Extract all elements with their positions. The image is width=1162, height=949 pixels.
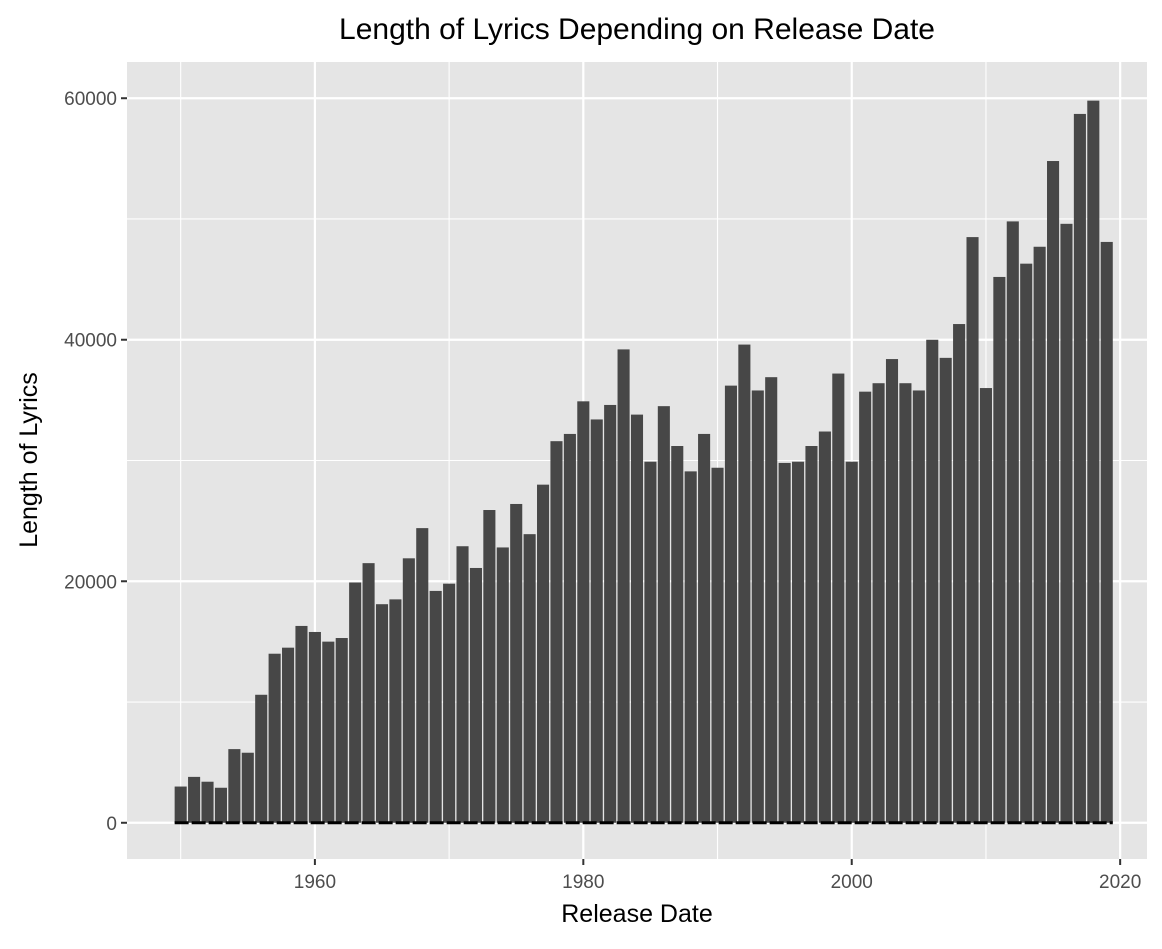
bar <box>523 534 536 823</box>
bar <box>845 461 858 823</box>
bar <box>926 339 939 823</box>
y-tick-label: 0 <box>106 814 117 835</box>
bar <box>241 752 254 823</box>
x-axis-title: Release Date <box>561 900 712 928</box>
bar <box>657 406 670 823</box>
bar <box>537 484 550 823</box>
x-tick-label: 2020 <box>1099 872 1141 893</box>
bar <box>255 694 268 823</box>
bar <box>993 276 1006 823</box>
bars <box>174 100 1113 823</box>
bar <box>1073 113 1086 823</box>
bar <box>751 390 764 823</box>
bar <box>939 357 952 823</box>
bar <box>402 558 415 823</box>
bar <box>375 604 389 823</box>
y-axis: 0 20000 40000 60000 <box>64 89 127 835</box>
bar <box>483 510 496 823</box>
bar <box>724 385 737 823</box>
bar <box>644 461 657 823</box>
bar <box>188 776 201 823</box>
chart-title: Length of Lyrics Depending on Release Da… <box>339 13 935 46</box>
bar <box>416 528 429 823</box>
bar <box>885 359 899 823</box>
bar <box>711 467 724 823</box>
bar <box>979 388 992 823</box>
y-tick-label: 40000 <box>64 331 117 352</box>
bar <box>389 599 402 823</box>
bar <box>214 787 227 823</box>
bar <box>966 237 979 823</box>
bar <box>577 401 590 823</box>
bar <box>550 441 563 823</box>
bar <box>832 373 845 823</box>
bar <box>443 583 456 823</box>
bar <box>1100 241 1113 823</box>
bar <box>604 404 617 823</box>
bar <box>456 546 469 823</box>
bar <box>1033 246 1046 823</box>
bar <box>859 391 872 823</box>
bar <box>630 414 644 823</box>
bar <box>912 390 925 823</box>
bar <box>295 625 308 823</box>
bar <box>228 749 241 823</box>
bar <box>590 419 603 823</box>
bar <box>268 653 281 823</box>
bar <box>1047 161 1060 823</box>
bar <box>362 563 375 823</box>
bar <box>1006 221 1019 823</box>
bar <box>335 638 348 823</box>
bar <box>1020 263 1033 823</box>
bar <box>899 383 912 823</box>
bar <box>953 324 966 823</box>
bar <box>282 647 295 823</box>
bar <box>698 433 711 823</box>
bar <box>617 349 630 823</box>
bar <box>671 446 684 823</box>
bar <box>765 377 778 823</box>
bar <box>308 631 321 823</box>
bar <box>429 590 442 823</box>
bar <box>510 503 523 823</box>
bar <box>738 344 751 823</box>
bar <box>778 462 791 823</box>
bar <box>469 567 482 823</box>
x-tick-label: 1960 <box>294 872 336 893</box>
x-tick-label: 2000 <box>831 872 873 893</box>
x-tick-label: 1980 <box>562 872 604 893</box>
bar <box>792 461 805 823</box>
bar <box>872 383 885 823</box>
x-axis: 1960 1980 2000 2020 <box>294 859 1141 893</box>
bar <box>818 431 831 823</box>
bar <box>349 582 362 823</box>
y-tick-label: 20000 <box>64 572 117 593</box>
bar <box>684 471 697 823</box>
y-axis-title: Length of Lyrics <box>15 372 43 548</box>
bar <box>1060 223 1073 823</box>
bar <box>322 641 335 823</box>
y-tick-label: 60000 <box>64 89 117 110</box>
bar <box>1087 100 1100 823</box>
bar <box>174 786 187 823</box>
bar <box>201 781 214 823</box>
bar <box>496 547 509 823</box>
bar <box>563 433 576 823</box>
bar <box>805 446 818 823</box>
